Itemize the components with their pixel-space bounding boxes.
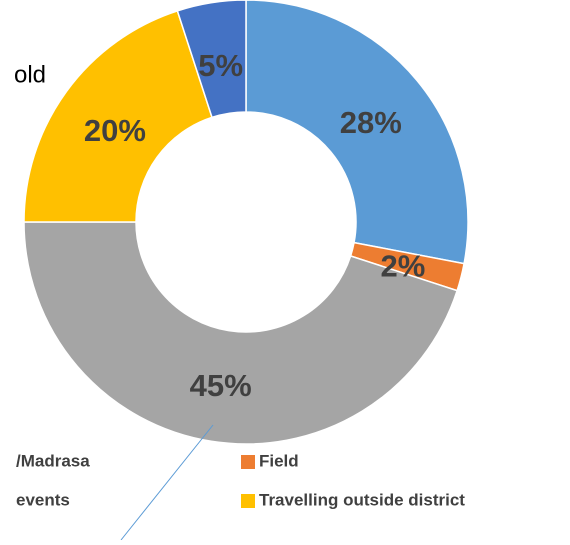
- value-label: 2%: [381, 248, 426, 283]
- slice: [23, 9, 213, 223]
- value-label: 45%: [190, 368, 252, 403]
- legend-label: Field: [259, 451, 299, 470]
- slice: [245, 0, 469, 265]
- leader-line: [120, 424, 214, 541]
- value-label: 5%: [198, 48, 243, 83]
- slice: [176, 0, 247, 119]
- value-label: 28%: [340, 105, 402, 140]
- legend: /Madrasa Field events Travelling outside di…: [16, 451, 465, 509]
- donut: [23, 0, 469, 445]
- legend-swatch: [241, 494, 255, 508]
- legend-label: /Madrasa: [16, 451, 90, 470]
- value-label: 20%: [84, 113, 146, 148]
- legend-label: events: [16, 490, 70, 509]
- legend-label: Travelling outside district: [259, 490, 465, 509]
- slice: [23, 221, 459, 445]
- chart-title: old: [14, 61, 46, 88]
- legend-swatch: [241, 455, 255, 469]
- value-labels: 28% 2% 45% 20% 5%: [84, 48, 425, 403]
